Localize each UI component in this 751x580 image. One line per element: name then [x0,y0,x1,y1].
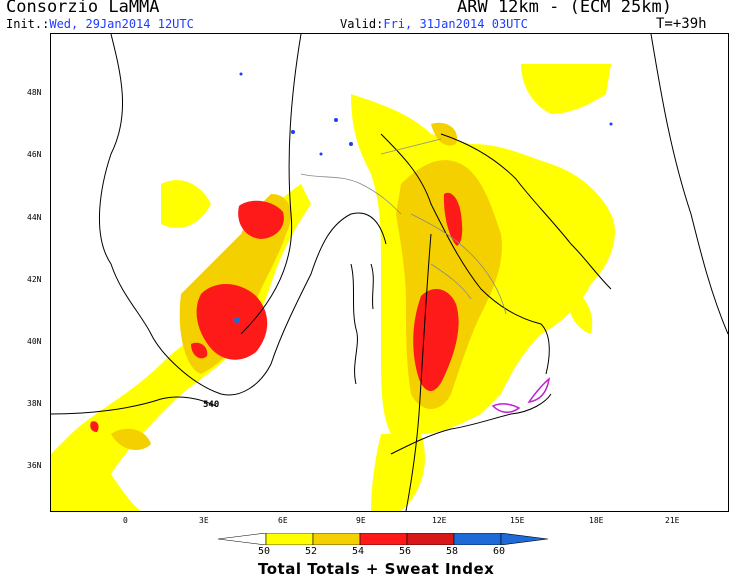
pressure-contours [240,34,728,511]
model-provider-title: Consorzio LaMMA [6,0,160,17]
colorbar-label-56: 56 [399,546,412,557]
valid-value: Fri, 31Jan2014 03UTC [383,17,528,31]
lat-label-46n: 46N [27,150,42,159]
colorbar-label-52: 52 [305,546,318,557]
lakes [239,72,613,156]
colorbar-bin-58 [453,533,502,545]
lat-label-44n: 44N [27,213,42,222]
lat-label-40n: 40N [27,337,42,346]
lon-label-9e: 9E [356,516,366,525]
model-name-title: ARW 12km - (ECM 25km) [457,0,672,17]
colorbar-bin-52 [312,533,361,545]
colorbar-left-arrow [218,533,267,545]
init-time: Init.:Wed, 29Jan2014 12UTC [6,17,194,31]
lat-label-48n: 48N [27,88,42,97]
index-54-field [90,192,463,432]
forecast-map: 540 [50,33,729,512]
valid-label: Valid: [340,17,384,31]
contour-label-540: 540 [203,400,219,410]
index-60-spot [234,317,240,323]
magenta-contours [491,377,551,413]
lat-label-42n: 42N [27,275,42,284]
lon-label-6e: 6E [278,516,288,525]
lon-label-18e: 18E [589,516,604,525]
lat-label-38n: 38N [27,399,42,408]
colorbar-bin-56 [406,533,455,545]
lon-label-15e: 15E [510,516,525,525]
init-label: Init.: [6,17,50,31]
colorbar-bin-54 [359,533,408,545]
lon-label-3e: 3E [199,516,209,525]
lead-time: T=+39h [656,16,707,32]
colorbar-label-60: 60 [493,546,506,557]
colorbar-label-54: 54 [352,546,365,557]
valid-time: Valid:Fri, 31Jan2014 03UTC [340,17,528,31]
lon-label-0: 0 [123,516,128,525]
colorbar [218,533,548,545]
lon-label-21e: 21E [665,516,680,525]
lon-label-12e: 12E [432,516,447,525]
coastlines [51,34,612,455]
init-value: Wed, 29Jan2014 12UTC [49,17,194,31]
colorbar-label-58: 58 [446,546,459,557]
colorbar-right-arrow [500,533,548,545]
lat-label-36n: 36N [27,461,42,470]
country-borders [300,138,507,315]
colorbar-bin-50 [265,533,314,545]
legend-title: Total Totals + Sweat Index [258,560,495,578]
colorbar-label-50: 50 [258,546,271,557]
map-canvas: 540 [51,34,728,511]
